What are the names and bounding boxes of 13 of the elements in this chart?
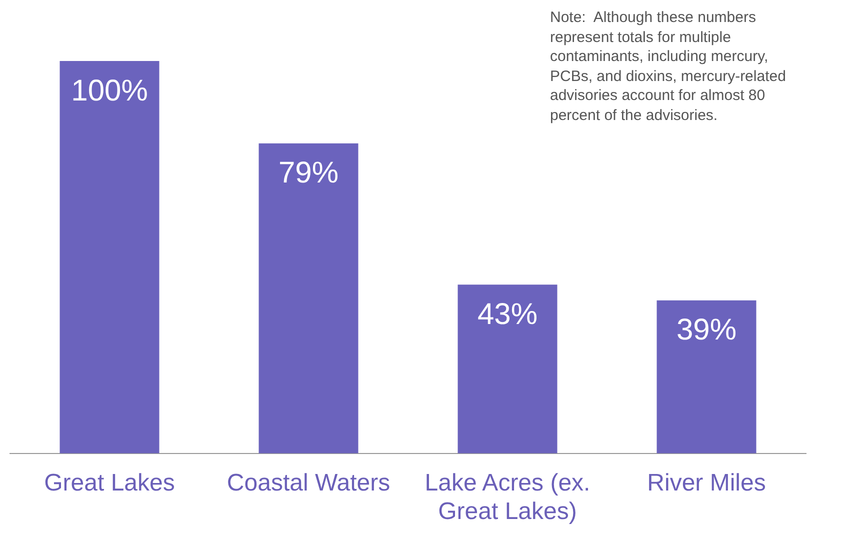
annotation: Note: Although these numbers represent totals for multiple contaminants, including mercury, PCBs, and dioxins, mercury-related advisories account for almost 80 percent of the advisories. [550, 8, 787, 125]
data-label: 100% [71, 74, 148, 108]
data-label: 39% [676, 314, 737, 347]
bar [656, 300, 756, 454]
data-label: 43% [477, 298, 538, 331]
bar [60, 61, 160, 454]
x-tick-label: Lake Acres (ex. Great Lakes) [424, 469, 590, 526]
x-tick-label: Coastal Waters [226, 469, 390, 496]
x-tick-label: Great Lakes [44, 469, 175, 496]
bar [258, 143, 358, 454]
x-tick-label: River Miles [647, 469, 766, 496]
bar [458, 284, 558, 454]
data-label: 79% [278, 156, 339, 190]
